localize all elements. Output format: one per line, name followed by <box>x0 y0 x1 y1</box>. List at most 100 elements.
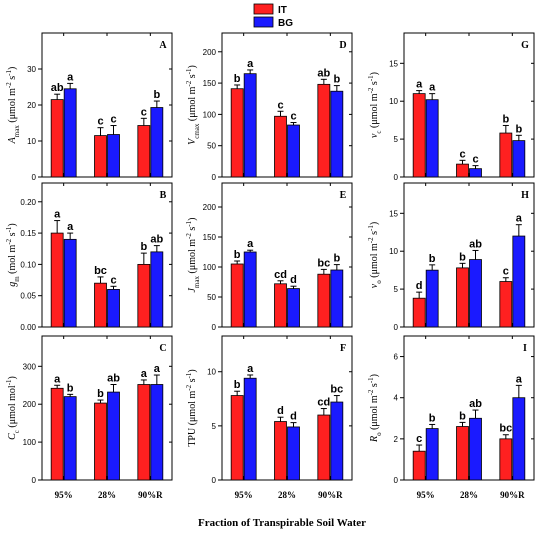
y-axis-label: vo (μmol m-2 s-1) <box>367 222 383 288</box>
bar-bg <box>469 168 482 178</box>
x-category-label: 90%R <box>500 490 525 500</box>
y-tick-label: 50 <box>207 142 216 151</box>
y-tick-label: 15 <box>389 209 398 218</box>
y-tick-label: 30 <box>27 65 36 74</box>
significance-letter: b <box>459 251 466 263</box>
significance-letter: a <box>247 238 254 250</box>
bar-it <box>230 263 244 328</box>
y-tick-label: 200 <box>23 400 37 409</box>
bar-bg <box>330 401 344 481</box>
bar-it <box>50 232 64 328</box>
x-category-label: 90%R <box>318 490 343 500</box>
y-tick-label: 0.20 <box>20 198 36 207</box>
significance-letter: b <box>459 410 466 422</box>
significance-letter: b <box>234 379 241 391</box>
significance-letter: b <box>515 123 522 135</box>
bar-bg <box>243 73 257 178</box>
legend: IT BG <box>253 3 293 29</box>
significance-letter: b <box>333 74 340 86</box>
significance-letter: c <box>110 274 116 286</box>
significance-letter: c <box>110 114 116 126</box>
significance-letter: b <box>234 73 241 85</box>
y-axis-label: Cc (μmol mol-1) <box>5 376 21 440</box>
legend-swatch-bg <box>253 16 274 28</box>
bar-it <box>94 135 107 178</box>
significance-letter: c <box>503 266 509 278</box>
x-category-label: 28% <box>98 490 116 500</box>
significance-letter: c <box>472 154 478 166</box>
bar-it <box>230 395 244 481</box>
bar-bg <box>107 289 120 328</box>
x-category-label: 95% <box>417 490 435 500</box>
y-tick-label: 0.15 <box>20 229 36 238</box>
bar-it <box>137 263 151 328</box>
bar-bg <box>287 288 300 328</box>
bar-bg <box>512 235 526 328</box>
y-tick-label: 10 <box>207 368 216 377</box>
y-tick-label: 0 <box>32 476 37 485</box>
bar-it <box>94 282 107 328</box>
bar-it <box>456 426 469 481</box>
significance-letter: b <box>429 253 436 265</box>
significance-letter: a <box>247 58 254 70</box>
significance-letter: ab <box>469 238 482 250</box>
significance-letter: b <box>234 249 241 261</box>
legend-label-it: IT <box>278 5 287 16</box>
y-tick-label: 0 <box>212 323 217 332</box>
bar-bg <box>107 391 120 481</box>
bar-it <box>137 125 151 178</box>
y-tick-label: 10 <box>389 97 398 106</box>
significance-letter: c <box>141 106 147 118</box>
panel-letter: F <box>340 343 346 354</box>
significance-letter: a <box>429 82 436 94</box>
panel-letter: B <box>160 190 167 201</box>
significance-letter: a <box>54 373 61 385</box>
y-tick-label: 6 <box>394 353 399 362</box>
y-tick-label: 200 <box>203 203 217 212</box>
bar-it <box>317 414 331 481</box>
significance-letter: b <box>429 412 436 424</box>
significance-letter: c <box>97 116 103 128</box>
bar-it <box>274 421 287 481</box>
significance-letter: d <box>290 411 297 423</box>
significance-letter: c <box>459 148 465 160</box>
bar-bg <box>63 238 77 328</box>
bar-it <box>50 387 64 481</box>
x-category-label: 28% <box>460 490 478 500</box>
bar-bg <box>469 417 482 481</box>
y-tick-label: 10 <box>27 137 36 146</box>
y-tick-label: 0 <box>212 476 217 485</box>
bar-it <box>499 438 513 481</box>
y-tick-label: 0 <box>32 173 37 182</box>
y-axis-label: gm (mol m-2 s-1) <box>5 223 21 287</box>
significance-letter: bc <box>94 265 107 277</box>
y-tick-label: 100 <box>203 110 217 119</box>
y-tick-label: 0.00 <box>20 323 36 332</box>
bar-it <box>499 132 513 178</box>
significance-letter: ab <box>107 373 120 385</box>
bar-bg <box>512 140 526 178</box>
significance-letter: a <box>416 79 423 91</box>
y-axis-label: Amax (μmol m-2 s-1) <box>5 67 21 145</box>
significance-letter: a <box>154 363 161 375</box>
bar-it <box>412 450 426 481</box>
significance-letter: ab <box>51 82 64 94</box>
y-axis-label: TPU (μmol m-2 s-1) <box>185 369 198 446</box>
panel-g: 0 5 10 15 a a c c bb Gvc (μmol m-2 s-1) <box>367 32 535 182</box>
bar-bg <box>469 259 482 328</box>
bar-bg <box>425 99 439 178</box>
y-tick-label: 2 <box>394 435 399 444</box>
y-tick-label: 0.10 <box>20 260 36 269</box>
significance-letter: ab <box>317 67 330 79</box>
x-category-label: 90%R <box>138 490 163 500</box>
significance-letter: ab <box>469 398 482 410</box>
bar-bg <box>330 90 344 178</box>
y-tick-label: 0.05 <box>20 292 36 301</box>
panel-letter: E <box>340 190 347 201</box>
bar-it <box>499 281 513 328</box>
y-tick-label: 100 <box>203 263 217 272</box>
significance-letter: ab <box>150 234 163 246</box>
